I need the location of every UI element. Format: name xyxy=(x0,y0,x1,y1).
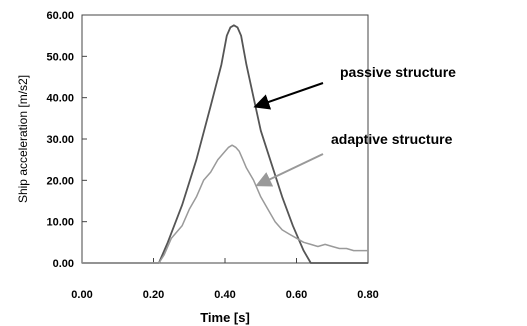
x-axis: 0.00 0.20 0.40 0.60 0.80 xyxy=(71,258,379,301)
series-line-passive xyxy=(82,24,368,264)
y-tick-label: 40.00 xyxy=(46,93,74,105)
annotation-label: adaptive structure xyxy=(331,131,453,147)
annotation-layer: passive structure adaptive structure xyxy=(253,64,456,187)
y-tick-label: 50.00 xyxy=(46,51,74,63)
plot-area xyxy=(81,14,369,264)
series-layer xyxy=(82,24,368,264)
x-tick-label: 0.00 xyxy=(71,289,92,301)
y-tick-label: 0.00 xyxy=(53,258,74,270)
series-line-adaptive xyxy=(82,144,368,264)
x-tick-label: 0.20 xyxy=(143,289,164,301)
x-axis-label: Time [s] xyxy=(200,310,250,325)
x-tick-label: 0.40 xyxy=(214,289,235,301)
x-tick-label: 0.60 xyxy=(286,289,307,301)
y-axis: 0.00 10.00 20.00 30.00 40.00 50.00 60.00 xyxy=(46,10,87,270)
y-tick-label: 10.00 xyxy=(46,217,74,229)
annotation-arrow xyxy=(253,82,324,110)
y-tick-label: 60.00 xyxy=(46,10,74,22)
annotation-arrow xyxy=(255,153,324,187)
y-axis-label: Ship acceleration [m/s2] xyxy=(16,75,30,203)
y-tick-label: 30.00 xyxy=(46,134,74,146)
x-tick-label: 0.80 xyxy=(357,289,378,301)
annotation-label: passive structure xyxy=(340,64,456,80)
y-tick-label: 20.00 xyxy=(46,175,74,187)
